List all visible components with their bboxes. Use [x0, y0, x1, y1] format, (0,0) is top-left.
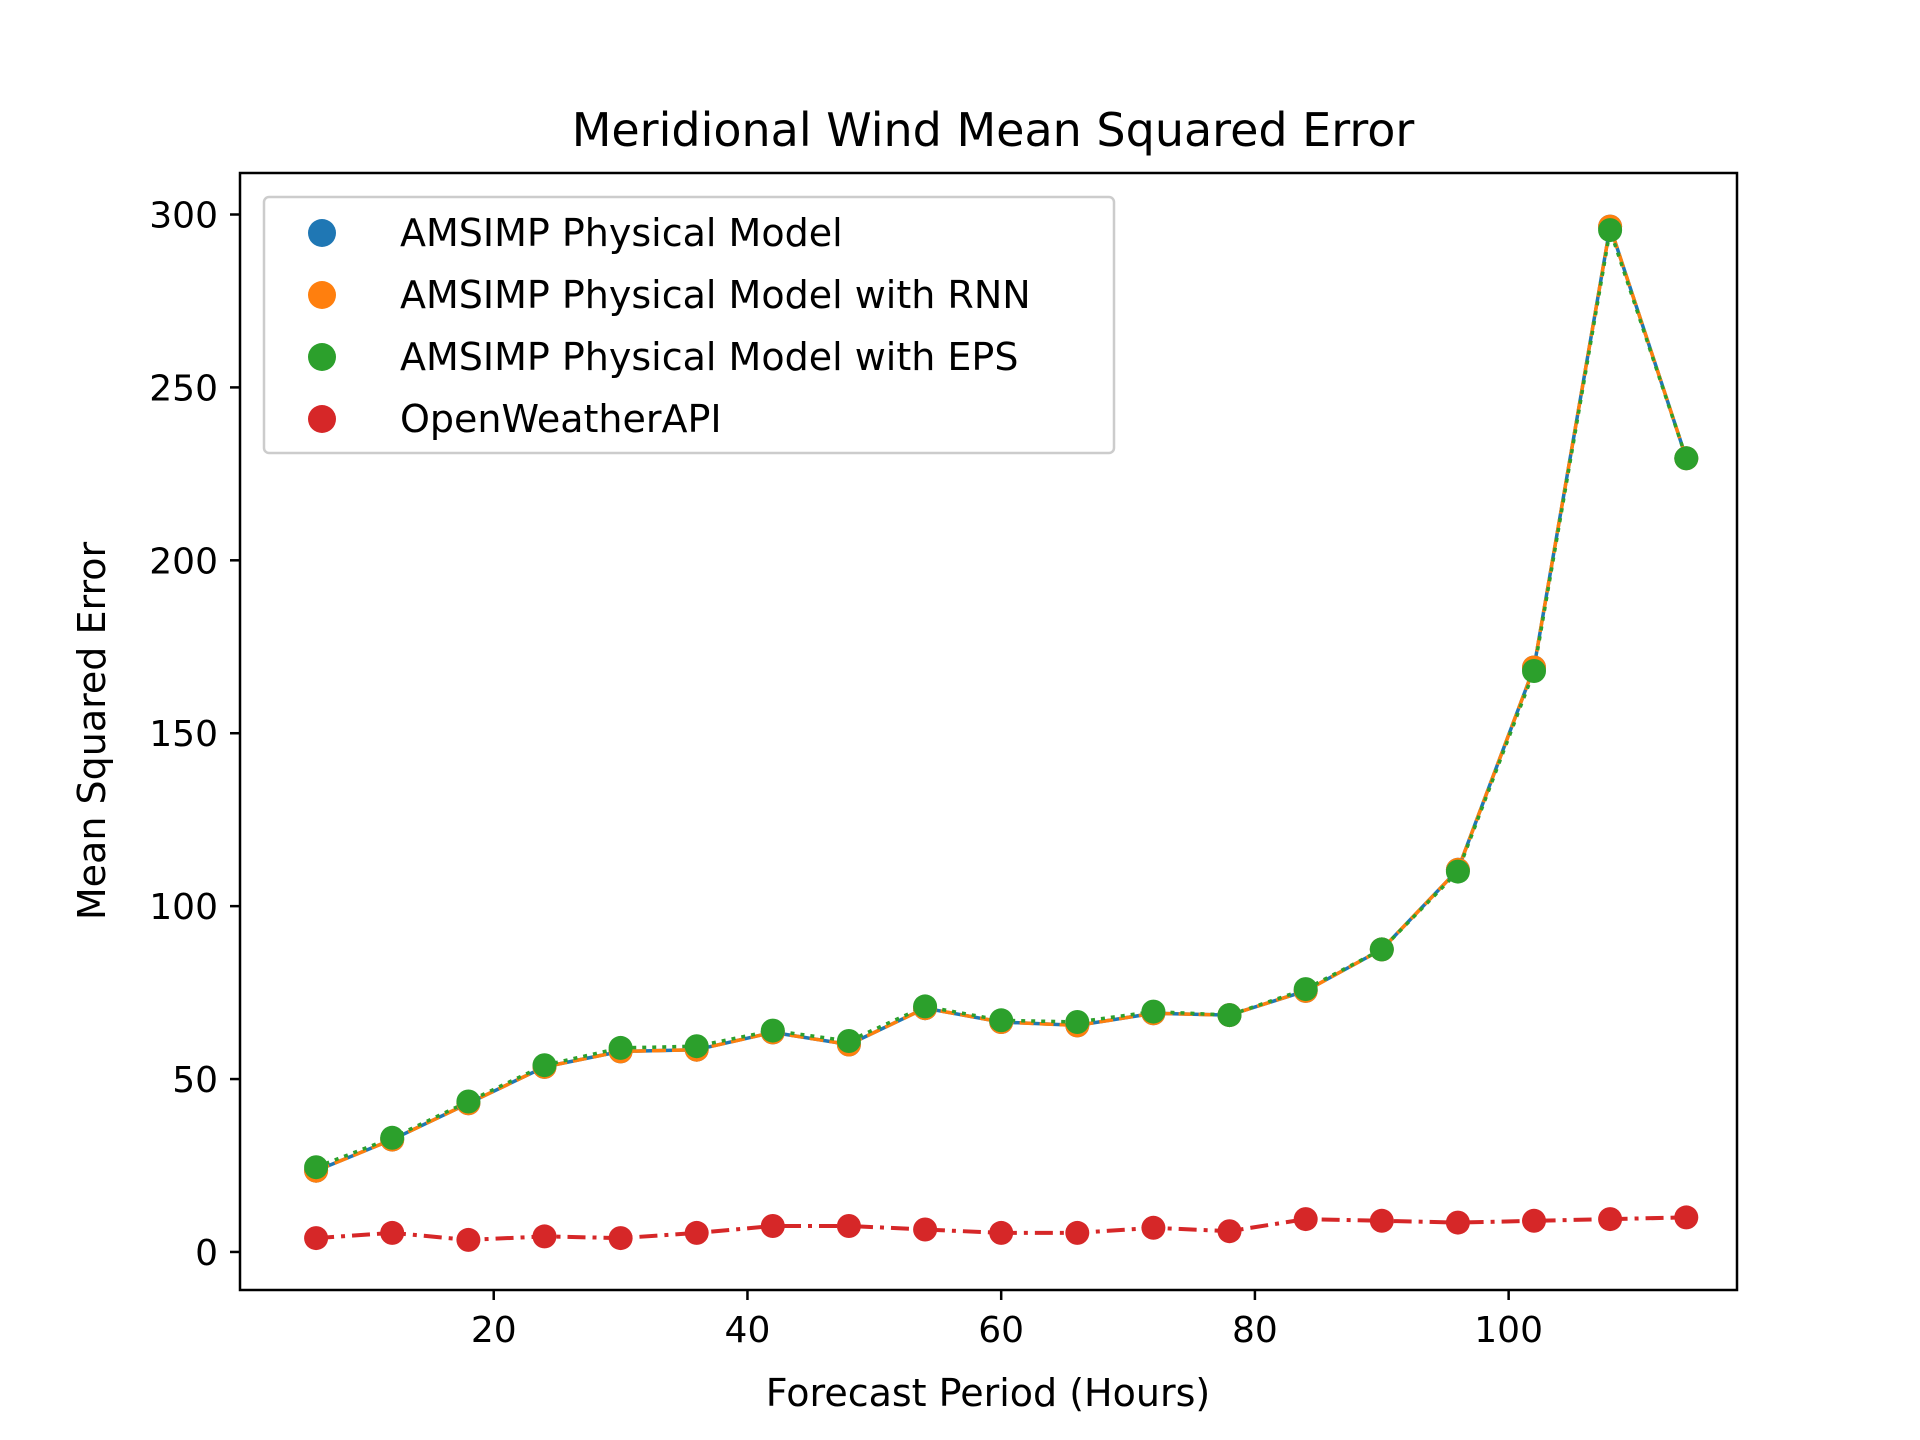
x-tick-label-80: 80: [1232, 1310, 1278, 1351]
x-tick-label-60: 60: [978, 1310, 1024, 1351]
data-point-s4-60: [989, 1220, 1014, 1245]
data-point-s3-66: [1065, 1010, 1090, 1034]
data-point-s4-90: [1369, 1208, 1394, 1233]
data-point-s4-78: [1217, 1219, 1242, 1244]
legend-label-3: AMSIMP Physical Model with EPS: [400, 335, 1018, 379]
y-tick-label-50: 50: [172, 1060, 218, 1101]
legend-marker-2: [308, 281, 336, 309]
data-point-s4-12: [380, 1220, 405, 1245]
data-point-s3-18: [456, 1089, 481, 1114]
legend-label-2: AMSIMP Physical Model with RNN: [400, 273, 1031, 317]
data-point-s3-48: [836, 1029, 861, 1053]
y-tick-label-150: 150: [149, 714, 218, 755]
legend-marker-1: [308, 219, 336, 247]
legend-label-1: AMSIMP Physical Model: [400, 211, 843, 255]
data-point-s3-114: [1674, 446, 1699, 471]
y-axis: 0 50 100 150 200 250 300: [149, 195, 240, 1274]
data-point-s4-102: [1522, 1208, 1546, 1233]
data-point-s4-30: [608, 1226, 633, 1251]
data-point-s4-66: [1065, 1220, 1090, 1245]
y-tick-label-100: 100: [149, 887, 218, 928]
data-point-s3-96: [1445, 859, 1470, 884]
data-point-s3-42: [760, 1018, 785, 1043]
legend: AMSIMP Physical Model AMSIMP Physical Mod…: [262, 195, 1116, 455]
legend-box: [262, 195, 1116, 455]
data-point-s3-78: [1217, 1003, 1242, 1028]
x-tick-label-20: 20: [471, 1310, 517, 1351]
x-axis: 20 40 60 80 100: [471, 1290, 1543, 1351]
axes-frame: [238, 171, 1739, 1292]
data-point-s3-60: [989, 1008, 1014, 1033]
series-layer: [304, 214, 1699, 1252]
data-point-s4-18: [456, 1227, 481, 1252]
data-point-s3-30: [608, 1035, 633, 1060]
legend-marker-3: [308, 343, 336, 371]
data-point-s4-96: [1445, 1210, 1470, 1235]
data-point-s3-108: [1598, 218, 1623, 243]
data-point-s4-42: [760, 1214, 785, 1238]
x-tick-label-40: 40: [725, 1310, 771, 1351]
data-point-s4-84: [1293, 1207, 1318, 1232]
data-point-s4-54: [913, 1217, 938, 1242]
plot-area: [304, 214, 1699, 1252]
data-point-s4-48: [836, 1214, 861, 1238]
data-point-s3-24: [532, 1053, 557, 1078]
data-point-s3-54: [913, 994, 938, 1019]
data-point-s4-114: [1674, 1205, 1699, 1230]
chart-title: Meridional Wind Mean Squared Error: [572, 103, 1415, 157]
data-point-s3-36: [684, 1034, 709, 1059]
data-point-s4-24: [532, 1224, 557, 1249]
y-axis-label: Mean Squared Error: [70, 542, 114, 921]
data-point-s3-6: [304, 1155, 329, 1180]
y-tick-label-300: 300: [149, 195, 218, 236]
data-point-s4-36: [684, 1220, 709, 1245]
y-tick-label-250: 250: [149, 368, 218, 409]
data-point-s3-102: [1522, 659, 1546, 683]
x-tick-label-100: 100: [1474, 1310, 1543, 1351]
y-tick-label-0: 0: [195, 1233, 218, 1274]
data-point-s4-6: [304, 1226, 329, 1251]
x-axis-label: Forecast Period (Hours): [766, 1371, 1210, 1415]
data-point-s4-108: [1598, 1207, 1623, 1232]
legend-label-4: OpenWeatherAPI: [400, 397, 722, 441]
data-point-s3-90: [1369, 937, 1394, 962]
y-tick-label-200: 200: [149, 541, 218, 582]
data-point-s4-72: [1141, 1215, 1166, 1240]
data-point-s3-72: [1141, 999, 1166, 1024]
data-point-s3-12: [380, 1125, 405, 1150]
data-point-s3-84: [1293, 977, 1318, 1002]
legend-marker-4: [308, 405, 336, 433]
